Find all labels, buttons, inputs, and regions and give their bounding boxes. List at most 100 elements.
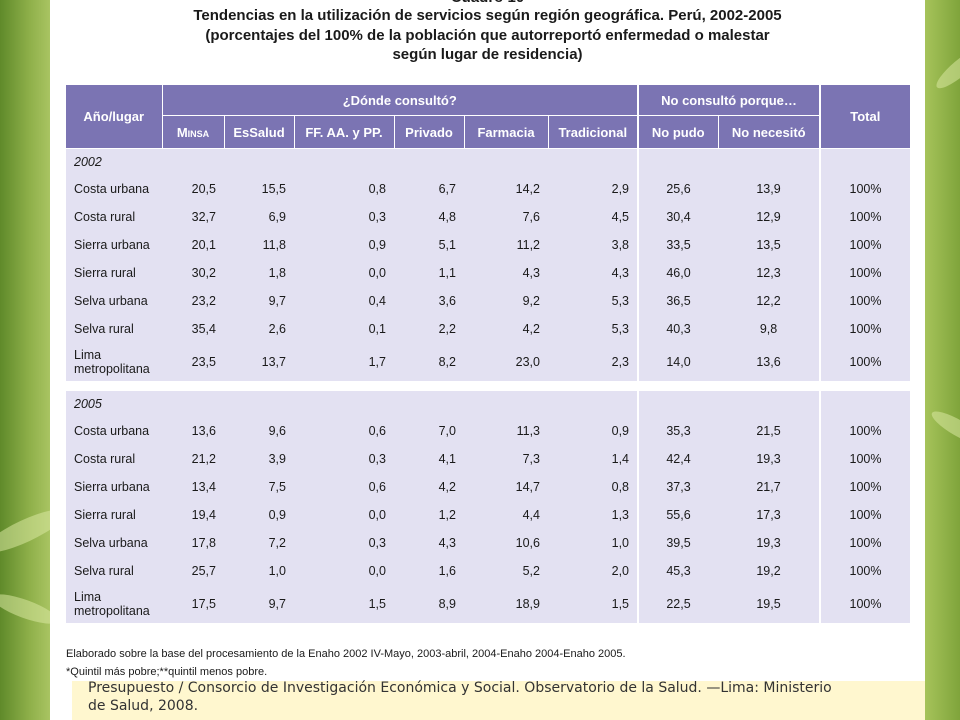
table-cell: 0,9 — [294, 231, 394, 259]
document-page: Cuadro 10 Tendencias en la utilización d… — [50, 0, 925, 720]
table-cell: 7,5 — [224, 473, 294, 501]
table-cell: 9,6 — [224, 417, 294, 445]
table-cell: 12,9 — [718, 203, 822, 231]
reference-box — [72, 681, 925, 720]
slide-background-right — [925, 0, 960, 720]
table-row: Costa rural 32,7 6,9 0,3 4,8 7,6 4,5 30,4 12,9 10… — [66, 203, 911, 231]
table-cell: 13,6 — [718, 343, 822, 381]
utilization-table: Año/lugar ¿Dónde consultó? No consultó p… — [66, 85, 911, 623]
table-cell: 21,7 — [718, 473, 822, 501]
table-cell: 100% — [820, 175, 911, 203]
table-cell: 0,3 — [294, 203, 394, 231]
table-cell: 13,7 — [224, 343, 294, 381]
table-row: Costa urbana 20,5 15,5 0,8 6,7 14,2 2,9 25,6 13,… — [66, 175, 911, 203]
table-cell: 11,2 — [464, 231, 548, 259]
table-cell: 1,3 — [548, 501, 640, 529]
table-cell: 22,5 — [638, 585, 719, 623]
reference-line: de Salud, 2008. — [88, 698, 199, 714]
table-cell: 9,7 — [224, 585, 294, 623]
table-cell: 7,2 — [224, 529, 294, 557]
table-cell: 25,6 — [638, 175, 719, 203]
table-cell: 35,3 — [638, 417, 719, 445]
table-cell: 19,3 — [718, 529, 822, 557]
row-label: Selva rural — [66, 315, 162, 343]
table-number: Cuadro 10 — [50, 0, 925, 8]
table-cell: 1,2 — [394, 501, 464, 529]
row-label: Lima metropolitana — [66, 585, 162, 623]
table-subtitle: según lugar de residencia) — [392, 46, 583, 63]
row-label: Sierra rural — [66, 501, 162, 529]
table-cell: 37,3 — [638, 473, 719, 501]
table-cell: 19,2 — [718, 557, 822, 585]
table-cell: 7,0 — [394, 417, 464, 445]
table-cell: 4,1 — [394, 445, 464, 473]
table-cell: 100% — [820, 473, 911, 501]
table-cell: 100% — [820, 231, 911, 259]
table-cell: 4,8 — [394, 203, 464, 231]
table-cell: 35,4 — [162, 315, 224, 343]
header-where-consulted: ¿Dónde consultó? — [162, 85, 640, 116]
table-cell: 30,2 — [162, 259, 224, 287]
year-row: 2005 — [66, 391, 911, 417]
table-cell: 5,1 — [394, 231, 464, 259]
table-cell: 13,5 — [718, 231, 822, 259]
table-row: Selva urbana 23,2 9,7 0,4 3,6 9,2 5,3 36,5 12,2 1… — [66, 287, 911, 315]
table-cell: 12,2 — [718, 287, 822, 315]
table-cell: 0,9 — [548, 417, 640, 445]
table-cell: 32,7 — [162, 203, 224, 231]
header-essalud: EsSalud — [224, 115, 295, 149]
table-cell: 4,3 — [394, 529, 464, 557]
section-separator — [66, 381, 911, 391]
header-no-pudo: No pudo — [638, 115, 719, 149]
year-label: 2005 — [66, 391, 162, 417]
table-cell: 4,3 — [548, 259, 640, 287]
table-cell: 19,3 — [718, 445, 822, 473]
table-cell: 0,0 — [294, 501, 394, 529]
table-cell: 20,1 — [162, 231, 224, 259]
row-label: Costa urbana — [66, 417, 162, 445]
table-cell: 0,8 — [294, 175, 394, 203]
table-cell: 1,7 — [294, 343, 394, 381]
header-did-not-consult: No consultó porque… — [638, 85, 822, 116]
table-cell: 2,0 — [548, 557, 640, 585]
table-cell: 46,0 — [638, 259, 719, 287]
table-cell: 1,0 — [548, 529, 640, 557]
table-cell: 5,2 — [464, 557, 548, 585]
table-cell: 1,1 — [394, 259, 464, 287]
year-label: 2002 — [66, 148, 162, 175]
row-label: Costa rural — [66, 203, 162, 231]
table-cell: 2,6 — [224, 315, 294, 343]
table-cell: 1,5 — [294, 585, 394, 623]
table-cell: 0,6 — [294, 417, 394, 445]
header-ffaa-pp: FF. AA. y PP. — [294, 115, 395, 149]
table-cell: 0,3 — [294, 445, 394, 473]
table-cell: 1,6 — [394, 557, 464, 585]
table-cell: 0,1 — [294, 315, 394, 343]
table-row: Lima metropolitana 17,5 9,7 1,5 8,9 18,9 1,5 22… — [66, 585, 911, 623]
table-cell: 6,9 — [224, 203, 294, 231]
table-row: Sierra urbana 20,1 11,8 0,9 5,1 11,2 3,8 33,5 13… — [66, 231, 911, 259]
table-cell: 100% — [820, 529, 911, 557]
table-subtitle: (porcentajes del 100% de la población qu… — [205, 27, 770, 44]
table-cell: 1,0 — [224, 557, 294, 585]
table-row: Selva rural 35,4 2,6 0,1 2,2 4,2 5,3 40,3 9,8 100… — [66, 315, 911, 343]
table-cell: 55,6 — [638, 501, 719, 529]
table-cell: 5,3 — [548, 315, 640, 343]
table-cell: 11,8 — [224, 231, 294, 259]
table-cell: 9,8 — [718, 315, 822, 343]
table-cell: 13,9 — [718, 175, 822, 203]
table-cell: 100% — [820, 445, 911, 473]
table-row: Costa urbana 13,6 9,6 0,6 7,0 11,3 0,9 35,3 21,5… — [66, 417, 911, 445]
footnote-quintile: *Quintil más pobre;**quintil menos pobre… — [66, 666, 268, 678]
table-cell: 1,8 — [224, 259, 294, 287]
row-label: Sierra urbana — [66, 473, 162, 501]
table-row: Sierra urbana 13,4 7,5 0,6 4,2 14,7 0,8 37,3 21,… — [66, 473, 911, 501]
header-minsa: Minsa — [162, 115, 225, 149]
table-cell: 33,5 — [638, 231, 719, 259]
table-row: Selva urbana 17,8 7,2 0,3 4,3 10,6 1,0 39,5 19,3… — [66, 529, 911, 557]
table-cell: 2,3 — [548, 343, 640, 381]
table-cell: 15,5 — [224, 175, 294, 203]
table-cell: 30,4 — [638, 203, 719, 231]
table-cell: 0,6 — [294, 473, 394, 501]
row-label: Sierra rural — [66, 259, 162, 287]
